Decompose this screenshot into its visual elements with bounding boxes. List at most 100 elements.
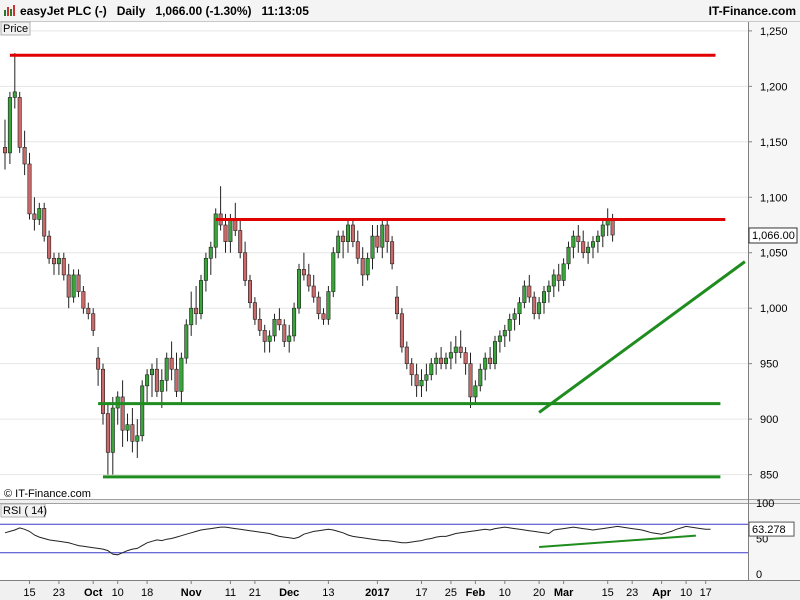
candle-body (370, 235, 375, 259)
candle-body (189, 307, 194, 326)
candle-body (101, 368, 106, 414)
price-axis-label: 1,150 (760, 137, 788, 149)
candle-body (439, 357, 444, 364)
date-axis-label: 11 (225, 587, 236, 599)
rsi-value-badge (748, 521, 795, 537)
price-panel-label: Price (3, 23, 28, 35)
date-axis-label: 18 (141, 587, 153, 599)
candle-body (27, 163, 32, 215)
candle-body (546, 285, 551, 292)
rsi-series (0, 523, 748, 556)
candle-body (497, 335, 502, 342)
candle-body (478, 368, 483, 387)
rsi-value-label: 63.278 (752, 524, 786, 536)
candle-body (610, 219, 615, 236)
date-axis-label: 10 (112, 587, 124, 599)
candle-body (208, 246, 213, 259)
candle-body (174, 368, 179, 392)
candle-body (213, 213, 218, 248)
date-axis-label: 15 (602, 587, 614, 599)
date-axis-label: 23 (53, 587, 65, 599)
candle-body (277, 318, 282, 326)
candle-body (66, 274, 71, 298)
date-axis-label: 2017 (365, 587, 389, 599)
uptrend-line (538, 260, 746, 414)
candle-body (61, 257, 66, 276)
candle-body (512, 313, 517, 320)
quote-label: 1,066.00 (-1.30%) (155, 4, 252, 18)
candle-body (91, 313, 96, 331)
candle-body (385, 224, 390, 242)
candle-body (179, 357, 184, 392)
candle-body (532, 296, 537, 315)
date-axis-label: 21 (249, 587, 261, 599)
candle-body (267, 335, 272, 342)
rsi-line (4, 525, 711, 556)
candle-body (502, 330, 507, 337)
rsi-label-box: RSI ( 14) (0, 503, 47, 518)
rsi-axis-label: 100 (756, 498, 774, 510)
candle-body (7, 97, 12, 154)
date-axis-label: Feb (466, 587, 486, 599)
instrument-name: easyJet PLC (-) (20, 4, 107, 18)
candle-body (409, 363, 414, 376)
candle-body (12, 91, 17, 98)
candle-body (419, 380, 424, 387)
last-price-badge (748, 227, 798, 244)
candle-body (429, 363, 434, 376)
candle-body (595, 235, 600, 242)
candle-body (326, 291, 331, 320)
date-axis-label: Oct (84, 587, 103, 599)
date-axis-label: 13 (322, 587, 334, 599)
date-axis-label: 10 (680, 587, 692, 599)
candle-body (120, 396, 125, 431)
candle-body (228, 219, 233, 242)
rsi-axis-label: 0 (756, 569, 762, 581)
price-axis-label: 900 (760, 414, 778, 426)
date-axis-label: 20 (533, 587, 545, 599)
candle-body (292, 307, 297, 337)
interval-label: Daily (116, 4, 146, 18)
price-axis-label: 1,050 (760, 248, 788, 260)
candle-body (527, 285, 532, 298)
price-axis-label: 1,100 (760, 192, 788, 204)
candle-body (321, 313, 326, 320)
candle-body (37, 208, 42, 220)
candle-body (257, 318, 262, 331)
watermark: © IT-Finance.com (4, 488, 91, 500)
candle-body (2, 147, 8, 154)
candle-body (311, 285, 316, 298)
candle-body (463, 352, 468, 364)
candle-body (507, 318, 512, 331)
date-axis-label: 10 (499, 587, 511, 599)
candle-body (17, 97, 22, 148)
brand-label: IT-Finance.com (708, 4, 796, 18)
candle-body (150, 368, 155, 376)
price-axis-label: 950 (760, 359, 778, 371)
candle-body (159, 380, 164, 392)
price-axis-label: 1,250 (760, 26, 788, 38)
candle-body (561, 263, 566, 281)
candle-body (22, 147, 27, 165)
candle-body (556, 274, 561, 281)
candle-body (140, 385, 145, 437)
candle-body (448, 352, 453, 359)
date-axis-label: 15 (23, 587, 35, 599)
candle-body (105, 413, 110, 453)
candle-body (223, 224, 228, 242)
candle-body (301, 269, 306, 276)
time-label: 11:13:05 (261, 4, 309, 18)
candle-body (336, 235, 341, 254)
candle-body (360, 257, 365, 276)
candle-body (125, 424, 130, 431)
candle-body (272, 318, 277, 337)
candle-body (184, 324, 189, 359)
candle-body (399, 313, 404, 348)
rsi-trend-line (539, 534, 696, 549)
candle-body (164, 357, 169, 381)
candle-body (86, 307, 91, 315)
candle-body (233, 219, 238, 231)
candle-body (252, 302, 257, 320)
candle-body (81, 291, 86, 309)
